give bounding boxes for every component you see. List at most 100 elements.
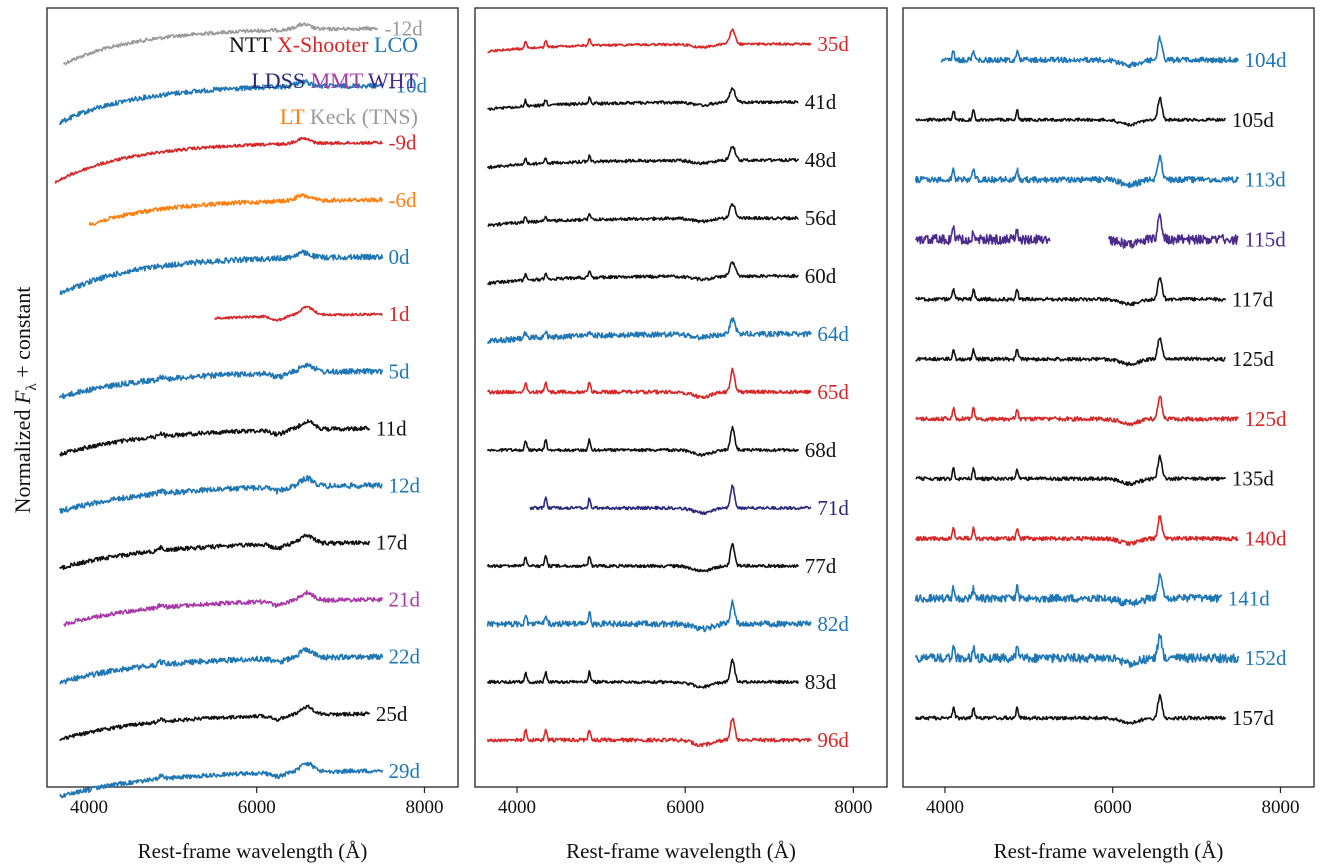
epoch-label: 21d xyxy=(389,588,421,612)
spectrum-line xyxy=(915,454,1227,487)
epoch-label: 113d xyxy=(1245,168,1287,192)
legend-entry: Keck (TNS) xyxy=(304,104,418,129)
epoch-label: 1d xyxy=(389,302,411,326)
epoch-label: 11d xyxy=(376,416,407,440)
spectrum-line xyxy=(59,419,371,457)
spectrum-line xyxy=(529,484,812,516)
spectrum-line xyxy=(59,249,384,296)
spectrum-line xyxy=(486,599,812,633)
epoch-label: 115d xyxy=(1245,227,1287,251)
panel-frame xyxy=(46,7,459,788)
x-axis-label: Rest-frame wavelength (Å) xyxy=(138,839,368,863)
spectrum-line xyxy=(54,136,383,184)
y-axis-label: Normalized Fλ + constant xyxy=(10,287,40,514)
epoch-label: 12d xyxy=(389,473,421,497)
epoch-label: 48d xyxy=(805,148,837,172)
epoch-label: 82d xyxy=(817,612,849,636)
spectrum-line xyxy=(940,35,1239,69)
epoch-label: 125d xyxy=(1245,407,1288,431)
spectrum-line xyxy=(486,261,799,286)
legend-row: LDSS MMT WHT xyxy=(251,68,418,93)
legend-entry: LCO xyxy=(369,32,419,57)
epoch-label: 60d xyxy=(805,264,837,288)
panel-frame xyxy=(474,7,888,788)
spectrum-line xyxy=(486,425,800,457)
x-tick-label: 6000 xyxy=(666,797,704,818)
x-tick-label: 8000 xyxy=(1261,797,1299,818)
epoch-label: 83d xyxy=(805,670,837,694)
epoch-label: -12d xyxy=(384,17,423,41)
panel-right: 4000 6000 8000 Rest-frame wavelength (Å) 104… xyxy=(902,7,1315,863)
spectrum-line xyxy=(487,203,799,228)
epoch-label: 0d xyxy=(389,245,411,269)
epoch-label: 77d xyxy=(805,554,837,578)
spectrum-line xyxy=(914,515,1239,547)
epoch-label: 71d xyxy=(817,496,849,520)
spectrum-line xyxy=(59,704,371,741)
spectrum-line xyxy=(59,533,371,571)
spectrum-line xyxy=(914,573,1223,607)
spectrum-line xyxy=(88,193,383,226)
spectrum-line xyxy=(486,717,812,748)
spectrum-line xyxy=(487,28,812,54)
spectrum-line xyxy=(63,589,384,627)
spectrum-line xyxy=(914,633,1240,669)
spectrum-line xyxy=(58,362,384,400)
epoch-label: 104d xyxy=(1245,48,1288,72)
x-tick-label: 8000 xyxy=(834,797,872,818)
legend-entry: X-Shooter xyxy=(271,32,369,57)
panel-left: 4000 6000 8000 Rest-frame wavelength (Å) -12… xyxy=(46,7,459,863)
epoch-label: 125d xyxy=(1232,347,1275,371)
epoch-label: -10d xyxy=(389,74,428,98)
epoch-label: 56d xyxy=(805,206,837,230)
epoch-label: 41d xyxy=(805,90,837,114)
epoch-label: 117d xyxy=(1232,287,1274,311)
spectrum-line xyxy=(486,317,812,344)
panel-frame xyxy=(902,7,1315,788)
legend-entry: NTT xyxy=(229,32,272,57)
legend-row: LT Keck (TNS) xyxy=(280,104,418,129)
epoch-label: 29d xyxy=(389,759,421,783)
epoch-label: 152d xyxy=(1245,646,1288,670)
spectrum-line xyxy=(914,154,1240,189)
epoch-label: 35d xyxy=(817,32,849,56)
spectrum-line xyxy=(486,145,800,170)
spectrum-line xyxy=(915,213,1239,249)
x-axis-label: Rest-frame wavelength (Å) xyxy=(566,839,796,863)
epoch-label: 17d xyxy=(376,531,408,555)
instrument-legend: NTT X-Shooter LCO LDSS MMT WHT LT Keck (TN… xyxy=(229,32,419,129)
spectrum-line xyxy=(63,22,378,66)
spectrum-line xyxy=(214,305,383,322)
x-tick-label: 4000 xyxy=(70,797,108,818)
spectrum-line xyxy=(486,658,800,689)
epoch-label: 25d xyxy=(376,702,408,726)
epoch-label: 5d xyxy=(389,359,411,383)
x-tick-label: 6000 xyxy=(1094,797,1132,818)
legend-row: NTT X-Shooter LCO xyxy=(229,32,418,57)
spectrum-line xyxy=(58,475,383,514)
epoch-label: 68d xyxy=(805,438,837,462)
spectrum-line xyxy=(915,96,1226,127)
epoch-label: 140d xyxy=(1245,527,1288,551)
spectrum-line xyxy=(915,337,1226,367)
spectrum-line xyxy=(914,693,1227,725)
x-tick-label: 4000 xyxy=(926,797,964,818)
legend-entry: LDSS xyxy=(251,68,305,93)
spectrum-line xyxy=(915,395,1239,427)
spectrum-line xyxy=(59,761,384,799)
panel-middle: 4000 6000 8000 Rest-frame wavelength (Å) 35d… xyxy=(474,7,888,863)
legend-entry: WHT xyxy=(363,68,419,93)
spectrum-line xyxy=(486,367,812,400)
x-axis-label: Rest-frame wavelength (Å) xyxy=(994,839,1224,863)
spectrum-line xyxy=(59,647,384,685)
legend-entry: LT xyxy=(280,104,305,129)
x-tick-label: 8000 xyxy=(405,797,443,818)
epoch-label: 64d xyxy=(817,322,849,346)
spectrum-line xyxy=(487,87,799,111)
epoch-label: 135d xyxy=(1232,467,1275,491)
epoch-label: 105d xyxy=(1232,108,1275,132)
epoch-label: 157d xyxy=(1232,706,1275,730)
epoch-label: -9d xyxy=(389,131,417,155)
epoch-label: 96d xyxy=(817,728,849,752)
